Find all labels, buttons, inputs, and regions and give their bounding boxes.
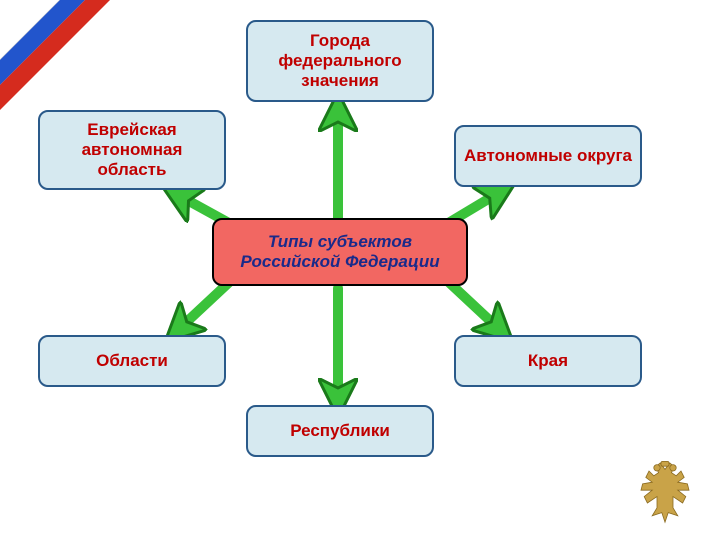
node-autonomous-okrugs: Автономные округа (454, 125, 642, 187)
node-jewish-ao: Еврейская автономная область (38, 110, 226, 190)
node-republics: Республики (246, 405, 434, 457)
node-federal-cities: Города федерального значения (246, 20, 434, 102)
node-krais: Края (454, 335, 642, 387)
node-label: Автономные округа (464, 146, 632, 166)
flag-ribbon (0, 0, 120, 120)
node-label: Города федерального значения (256, 31, 424, 91)
node-label: Республики (290, 421, 390, 441)
node-oblasts: Области (38, 335, 226, 387)
center-label: Типы субъектов Российской Федерации (222, 232, 458, 272)
node-label: Края (528, 351, 568, 371)
center-node: Типы субъектов Российской Федерации (212, 218, 468, 286)
node-label: Еврейская автономная область (48, 120, 216, 180)
node-label: Области (96, 351, 168, 371)
coat-of-arms-icon (625, 455, 705, 535)
